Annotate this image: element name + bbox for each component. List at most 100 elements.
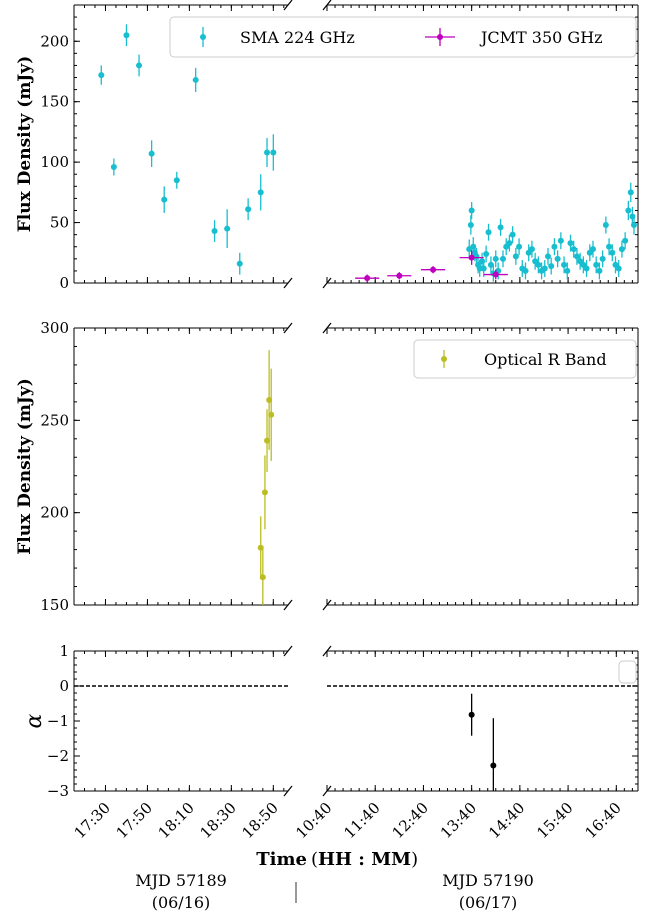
legends: SMA 224 GHz JCMT 350 GHz Optical R Band — [169, 16, 637, 684]
series-bottom-0 — [468, 693, 497, 791]
data-point — [245, 206, 252, 213]
x-tick-label: 10:40 — [292, 799, 335, 842]
data-point — [516, 243, 523, 250]
data-point — [270, 149, 277, 156]
data-point — [123, 32, 130, 39]
series-top-0 — [98, 21, 277, 275]
legend-label-optical: Optical R Band — [484, 350, 607, 369]
data-point — [551, 243, 558, 250]
data-point — [236, 260, 243, 267]
data-point — [467, 221, 474, 228]
y-axis-label: Flux Density (mJy) — [15, 56, 35, 233]
y-axis-label: Flux Density (mJy) — [15, 378, 35, 555]
y-tick-label: 200 — [40, 32, 69, 50]
left-day-label: MJD 57189 — [135, 871, 227, 890]
y-tick-label: 150 — [40, 93, 69, 111]
data-point — [528, 246, 535, 253]
legend-marker — [441, 356, 447, 362]
data-point — [522, 267, 529, 274]
x-tick-label: 17:50 — [113, 799, 156, 842]
y-tick-label: 100 — [40, 153, 69, 171]
legend-middle: Optical R Band — [413, 339, 637, 379]
y-tick-label: −2 — [47, 747, 69, 765]
right-day-date: (06/17) — [459, 893, 518, 912]
y-tick-label: 0 — [59, 677, 69, 695]
data-point — [161, 196, 168, 203]
right-day-label: MJD 57190 — [442, 871, 534, 890]
legend-marker — [437, 34, 443, 40]
data-point — [596, 267, 603, 274]
data-point — [583, 265, 590, 272]
data-point — [264, 149, 271, 156]
data-point — [259, 574, 266, 581]
axis-break-mark-bottom-left — [283, 785, 293, 797]
data-point — [98, 72, 105, 79]
y-axis-label: α — [22, 713, 47, 728]
data-points — [98, 21, 637, 791]
x-axis-label-units: (HH : MM) — [311, 849, 418, 870]
data-point — [625, 207, 632, 214]
legend-top: SMA 224 GHz JCMT 350 GHz — [169, 16, 637, 58]
data-point — [554, 255, 561, 262]
data-point — [468, 207, 475, 214]
axis-break-mark-top-left — [283, 0, 293, 11]
x-tick-label: 11:40 — [340, 799, 383, 842]
data-point — [268, 411, 275, 418]
data-point — [512, 253, 519, 260]
data-point — [224, 225, 231, 232]
y-tick-label: 50 — [50, 214, 69, 232]
data-point — [261, 489, 268, 496]
data-point — [535, 261, 542, 268]
panel-top: 0 50 100 150 200 Flux Density (mJy) — [15, 0, 639, 292]
panel-middle: 150 200 250 300 Flux Density (mJy) — [15, 319, 639, 614]
data-point — [557, 237, 564, 244]
data-point — [618, 246, 625, 253]
y-tick-label: 250 — [40, 411, 69, 429]
axis-break-mark-bottom-left — [283, 599, 293, 611]
data-point — [148, 150, 155, 157]
y-tick-label: 300 — [40, 319, 69, 337]
data-point — [548, 263, 555, 270]
y-tick-label: −1 — [47, 712, 69, 730]
data-point — [483, 250, 490, 257]
data-point — [497, 224, 504, 231]
data-point — [570, 246, 577, 253]
x-tick-label: 18:30 — [197, 799, 240, 842]
data-point — [430, 266, 437, 273]
y-tick-label: −3 — [47, 782, 69, 800]
legend-label-jcmt: JCMT 350 GHz — [479, 28, 603, 47]
data-point — [492, 255, 499, 262]
data-point — [630, 221, 637, 228]
left-day-date: (06/16) — [152, 893, 211, 912]
data-point — [396, 272, 403, 279]
data-point — [509, 231, 516, 238]
data-point — [480, 265, 487, 272]
x-tick-label: 18:10 — [155, 799, 198, 842]
data-point — [564, 267, 571, 274]
x-axis-label-prefix: Time — [256, 849, 307, 870]
data-point — [211, 228, 218, 235]
data-point — [173, 177, 180, 184]
data-point — [589, 246, 596, 253]
axis-break-mark-top-left — [283, 322, 293, 334]
data-point — [468, 711, 475, 718]
data-point — [622, 237, 629, 244]
y-tick-label: 200 — [40, 504, 69, 522]
x-tick-label: 17:30 — [71, 799, 114, 842]
panels: 0 50 100 150 200 Flux Density (mJy) 150 200 250 3… — [15, 0, 639, 842]
legend-label-sma: SMA 224 GHz — [240, 28, 355, 47]
series-top-1 — [466, 182, 637, 282]
data-point — [609, 249, 616, 256]
x-axis-units-text: HH : MM — [318, 849, 411, 870]
y-tick-label: 150 — [40, 596, 69, 614]
data-point — [561, 261, 568, 268]
data-point — [490, 762, 497, 769]
legend-box — [169, 16, 637, 58]
data-point — [544, 253, 551, 260]
legend-bottom — [618, 660, 637, 684]
data-point — [627, 189, 634, 196]
data-point — [506, 240, 513, 247]
data-point — [136, 62, 143, 69]
x-tick-label: 12:40 — [389, 799, 432, 842]
x-tick-label: 15:40 — [533, 799, 576, 842]
